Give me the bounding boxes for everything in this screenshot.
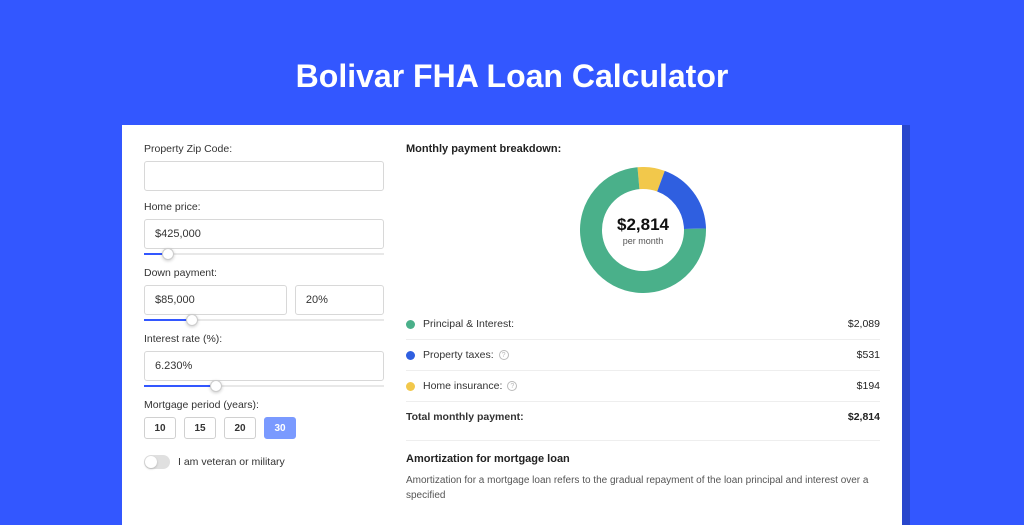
donut-sub: per month xyxy=(623,236,664,246)
down-payment-input[interactable] xyxy=(144,285,287,315)
interest-rate-slider[interactable] xyxy=(144,379,384,389)
mortgage-period-label: Mortgage period (years): xyxy=(144,399,384,411)
home-price-slider[interactable] xyxy=(144,247,384,257)
breakdown-value: $2,089 xyxy=(848,318,880,330)
home-price-input[interactable] xyxy=(144,219,384,249)
total-value: $2,814 xyxy=(848,411,880,423)
amortization-title: Amortization for mortgage loan xyxy=(406,453,880,465)
down-payment-pct-input[interactable] xyxy=(295,285,384,315)
calculator-card: Property Zip Code: Home price: Down paym… xyxy=(122,125,902,525)
period-btn-10[interactable]: 10 xyxy=(144,417,176,439)
donut-chart: $2,814 per month xyxy=(580,167,706,293)
page-title: Bolivar FHA Loan Calculator xyxy=(0,0,1024,125)
legend-dot xyxy=(406,351,415,360)
period-btn-20[interactable]: 20 xyxy=(224,417,256,439)
interest-rate-input[interactable] xyxy=(144,351,384,381)
breakdown-panel: Monthly payment breakdown: $2,814 per mo… xyxy=(406,143,880,507)
period-btn-30[interactable]: 30 xyxy=(264,417,296,439)
breakdown-label: Home insurance:? xyxy=(423,380,857,392)
down-payment-slider[interactable] xyxy=(144,313,384,323)
amortization-text: Amortization for a mortgage loan refers … xyxy=(406,473,880,503)
breakdown-row: Property taxes:?$531 xyxy=(406,339,880,370)
down-payment-label: Down payment: xyxy=(144,267,384,279)
toggle-knob xyxy=(145,456,157,468)
breakdown-row: Home insurance:?$194 xyxy=(406,370,880,401)
legend-dot xyxy=(406,382,415,391)
breakdown-label: Principal & Interest: xyxy=(423,318,848,330)
info-icon[interactable]: ? xyxy=(507,381,517,391)
breakdown-title: Monthly payment breakdown: xyxy=(406,143,880,155)
breakdown-list: Principal & Interest:$2,089Property taxe… xyxy=(406,309,880,432)
veteran-label: I am veteran or military xyxy=(178,456,285,468)
home-price-label: Home price: xyxy=(144,201,384,213)
interest-rate-label: Interest rate (%): xyxy=(144,333,384,345)
breakdown-total-row: Total monthly payment:$2,814 xyxy=(406,401,880,432)
breakdown-label: Property taxes:? xyxy=(423,349,857,361)
zip-input[interactable] xyxy=(144,161,384,191)
legend-dot xyxy=(406,320,415,329)
donut-amount: $2,814 xyxy=(617,215,669,235)
breakdown-row: Principal & Interest:$2,089 xyxy=(406,309,880,339)
breakdown-value: $194 xyxy=(857,380,880,392)
veteran-toggle[interactable] xyxy=(144,455,170,469)
info-icon[interactable]: ? xyxy=(499,350,509,360)
period-btn-15[interactable]: 15 xyxy=(184,417,216,439)
zip-label: Property Zip Code: xyxy=(144,143,384,155)
input-panel: Property Zip Code: Home price: Down paym… xyxy=(144,143,384,507)
breakdown-value: $531 xyxy=(857,349,880,361)
mortgage-period-group: 10 15 20 30 xyxy=(144,417,384,439)
total-label: Total monthly payment: xyxy=(406,411,848,423)
